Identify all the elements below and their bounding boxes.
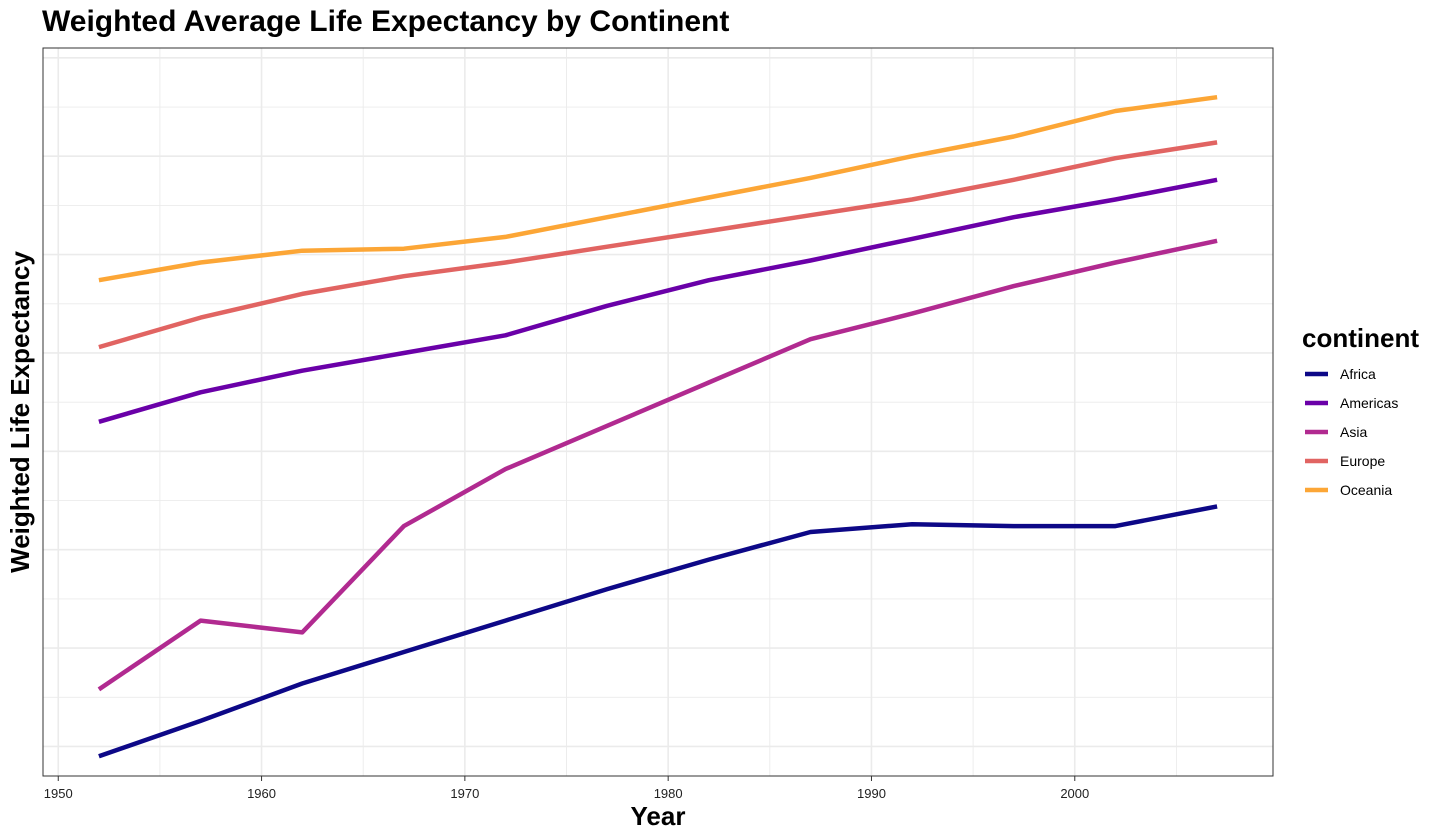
series-line-africa — [98, 504, 1218, 759]
legend-label-americas: Americas — [1340, 395, 1398, 411]
series-line-oceania — [98, 94, 1218, 283]
x-axis: 1950 1960 1970 1980 1990 2000 — [44, 776, 1089, 801]
series-line-asia — [97, 238, 1218, 692]
x-tick-label: 1980 — [654, 786, 683, 801]
x-tick-label: 1990 — [857, 786, 886, 801]
x-tick-label: 1950 — [44, 786, 73, 801]
chart-title: Weighted Average Life Expectancy by Cont… — [42, 5, 729, 38]
x-axis-title: Year — [631, 801, 686, 831]
plot-panel — [43, 48, 1273, 776]
series-line-americas — [98, 177, 1218, 424]
plot-border — [42, 47, 1274, 777]
legend-title: continent — [1302, 323, 1419, 353]
series-line-europe — [98, 140, 1218, 350]
plot-area — [42, 47, 1274, 777]
legend: continent Africa Americas Asia Europe Oceani… — [1302, 323, 1419, 498]
x-tick-label: 1970 — [450, 786, 479, 801]
legend-items: Africa Americas Asia Europe Oceania — [1305, 366, 1398, 498]
y-axis-title: Weighted Life Expectancy — [5, 251, 35, 573]
x-tick-label: 2000 — [1060, 786, 1089, 801]
grid — [43, 48, 1273, 776]
legend-label-europe: Europe — [1340, 453, 1385, 469]
legend-label-africa: Africa — [1340, 366, 1376, 382]
legend-label-oceania: Oceania — [1340, 482, 1392, 498]
x-tick-label: 1960 — [247, 786, 276, 801]
series-lines — [97, 94, 1218, 759]
legend-label-asia: Asia — [1340, 424, 1367, 440]
